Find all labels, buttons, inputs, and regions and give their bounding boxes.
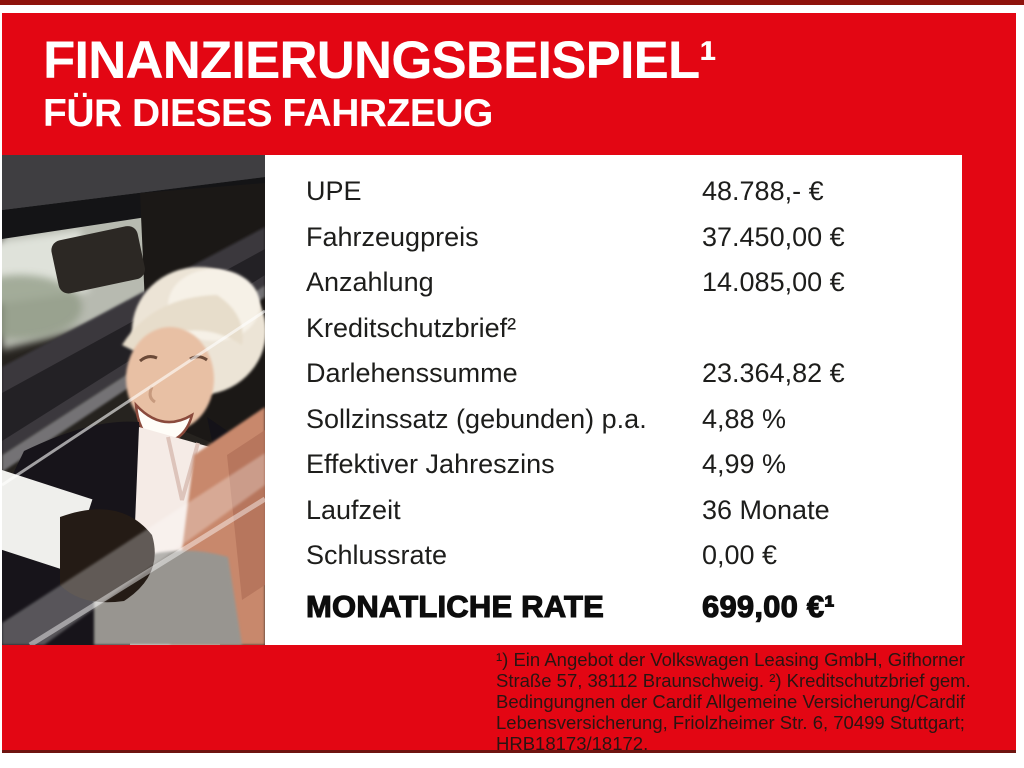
monthly-rate-value: 699,00 €¹ <box>701 588 835 624</box>
row-label: Darlehenssumme <box>306 358 518 389</box>
row-label: Kreditschutzbrief² <box>306 312 517 343</box>
footnote-line: Lebensversicherung, Friolzheimer Str. 6,… <box>496 712 965 733</box>
row-label: Effektiver Jahreszins <box>306 449 555 480</box>
row-label: Schlussrate <box>306 540 448 571</box>
row-label: Fahrzeugpreis <box>306 221 479 252</box>
top-accent-bar <box>0 0 1024 5</box>
row-value: 14.085,00 € <box>702 267 845 298</box>
table-row: UPE 48.788,- € <box>306 169 962 215</box>
red-canvas: FINANZIERUNGSBEISPIEL¹ FÜR DIESES FAHRZE… <box>2 13 1016 754</box>
row-value: 4,88 % <box>702 403 787 434</box>
financing-table-card: UPE 48.788,- € Fahrzeugpreis 37.450,00 €… <box>265 155 962 645</box>
table-row: Effektiver Jahreszins 4,99 % <box>306 442 962 488</box>
row-value: 37.450,00 € <box>702 221 845 252</box>
footnote-line: Straße 57, 38112 Braunschweig. ²) Kredit… <box>496 670 971 691</box>
footnote-line: HRB18173/18172. <box>496 733 649 754</box>
photo-illustration <box>2 155 265 645</box>
monthly-rate-label: MONATLICHE RATE <box>305 588 605 624</box>
table-row: Darlehenssumme 23.364,82 € <box>306 351 962 397</box>
row-label: Sollzinssatz (gebunden) p.a. <box>306 403 647 434</box>
woman-in-car-photo <box>2 155 265 645</box>
page-title: FINANZIERUNGSBEISPIEL¹ <box>43 31 717 90</box>
table-row: Schlussrate 0,00 € <box>306 533 962 579</box>
table-row: Laufzeit 36 Monate <box>306 488 962 534</box>
row-label: Laufzeit <box>306 494 401 525</box>
table-row: Sollzinssatz (gebunden) p.a. 4,88 % <box>306 397 962 443</box>
row-value: 36 Monate <box>702 494 830 525</box>
header: FINANZIERUNGSBEISPIEL¹ FÜR DIESES FAHRZE… <box>43 31 717 136</box>
row-value: 48.788,- € <box>702 176 824 207</box>
table-row: Anzahlung 14.085,00 € <box>306 260 962 306</box>
monthly-rate-row: MONATLICHE RATE 699,00 €¹ <box>305 579 962 635</box>
footnote-line: ¹) Ein Angebot der Volkswagen Leasing Gm… <box>496 649 965 670</box>
row-value: 4,99 % <box>702 449 787 480</box>
table-row: Kreditschutzbrief² <box>306 306 962 352</box>
row-value: 23.364,82 € <box>702 358 845 389</box>
legal-footnote: ¹) Ein Angebot der Volkswagen Leasing Gm… <box>496 649 971 754</box>
row-value: 0,00 € <box>702 540 778 571</box>
row-label: UPE <box>306 176 362 207</box>
page-subtitle: FÜR DIESES FAHRZEUG <box>43 92 493 135</box>
table-row: Fahrzeugpreis 37.450,00 € <box>306 215 962 261</box>
footnote-line: Bedingungnen der Cardif Allgemeine Versi… <box>496 691 965 712</box>
row-label: Anzahlung <box>306 267 434 298</box>
